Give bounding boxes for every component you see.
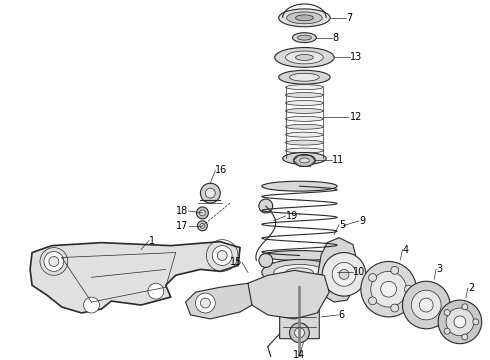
Text: 16: 16 [215, 165, 227, 175]
Polygon shape [30, 242, 240, 313]
Text: 15: 15 [230, 257, 242, 267]
Circle shape [391, 304, 399, 312]
Circle shape [196, 207, 208, 219]
Circle shape [49, 257, 59, 266]
Ellipse shape [286, 148, 323, 153]
Polygon shape [186, 283, 252, 319]
Circle shape [419, 298, 433, 312]
Text: 7: 7 [346, 13, 352, 23]
Circle shape [322, 253, 366, 296]
Polygon shape [280, 297, 319, 339]
Ellipse shape [279, 70, 330, 84]
Text: 13: 13 [350, 53, 362, 62]
Circle shape [444, 310, 450, 315]
Circle shape [332, 262, 356, 286]
Ellipse shape [295, 15, 313, 21]
Circle shape [402, 281, 450, 329]
Circle shape [148, 283, 164, 299]
Ellipse shape [286, 268, 313, 277]
Polygon shape [318, 238, 357, 302]
Circle shape [446, 308, 474, 336]
Text: 1: 1 [149, 236, 155, 246]
Circle shape [454, 316, 466, 328]
Circle shape [200, 223, 205, 228]
Circle shape [217, 251, 227, 261]
Circle shape [361, 261, 416, 317]
Text: 11: 11 [332, 156, 344, 166]
Ellipse shape [287, 12, 322, 24]
Circle shape [44, 252, 64, 271]
Ellipse shape [286, 140, 323, 145]
Ellipse shape [279, 9, 330, 27]
Circle shape [205, 188, 215, 198]
Circle shape [391, 266, 399, 274]
Text: 14: 14 [294, 350, 306, 360]
Ellipse shape [286, 108, 323, 113]
Ellipse shape [286, 93, 323, 98]
Polygon shape [244, 270, 329, 319]
Text: 3: 3 [436, 264, 442, 274]
Ellipse shape [286, 100, 323, 105]
Circle shape [368, 297, 376, 305]
Ellipse shape [297, 35, 311, 40]
Circle shape [371, 271, 406, 307]
Circle shape [368, 274, 376, 282]
Circle shape [212, 246, 232, 265]
Circle shape [473, 319, 479, 325]
Circle shape [404, 285, 413, 293]
Circle shape [259, 253, 273, 267]
Ellipse shape [293, 33, 317, 42]
Circle shape [294, 328, 304, 338]
Circle shape [290, 323, 309, 343]
Circle shape [462, 304, 468, 310]
Circle shape [196, 293, 215, 313]
Circle shape [412, 290, 441, 320]
Ellipse shape [262, 260, 337, 285]
Circle shape [444, 328, 450, 334]
Circle shape [381, 281, 396, 297]
Text: 19: 19 [286, 211, 298, 221]
Text: 4: 4 [402, 244, 409, 255]
Ellipse shape [262, 181, 337, 191]
Ellipse shape [290, 73, 319, 81]
Ellipse shape [286, 85, 323, 90]
Text: 12: 12 [350, 112, 363, 122]
Text: 18: 18 [176, 206, 189, 216]
Circle shape [259, 199, 273, 213]
Circle shape [339, 269, 349, 279]
Ellipse shape [275, 48, 334, 67]
Ellipse shape [274, 265, 325, 280]
Text: 17: 17 [176, 221, 189, 231]
Text: 2: 2 [468, 283, 474, 293]
Ellipse shape [262, 251, 337, 261]
Circle shape [84, 297, 99, 313]
Ellipse shape [286, 132, 323, 137]
Ellipse shape [286, 116, 323, 121]
Text: 10: 10 [353, 267, 365, 277]
Circle shape [199, 210, 205, 216]
Text: 6: 6 [338, 310, 344, 320]
Ellipse shape [286, 51, 323, 64]
Circle shape [200, 183, 220, 203]
Ellipse shape [286, 124, 323, 129]
Ellipse shape [295, 54, 313, 60]
Text: 5: 5 [339, 220, 345, 230]
Circle shape [200, 298, 210, 308]
Ellipse shape [294, 154, 316, 166]
Circle shape [197, 221, 207, 231]
Circle shape [462, 334, 468, 340]
Ellipse shape [299, 158, 309, 163]
Circle shape [438, 300, 482, 344]
Ellipse shape [283, 153, 326, 165]
Text: 9: 9 [359, 216, 365, 226]
Text: 8: 8 [332, 33, 338, 42]
